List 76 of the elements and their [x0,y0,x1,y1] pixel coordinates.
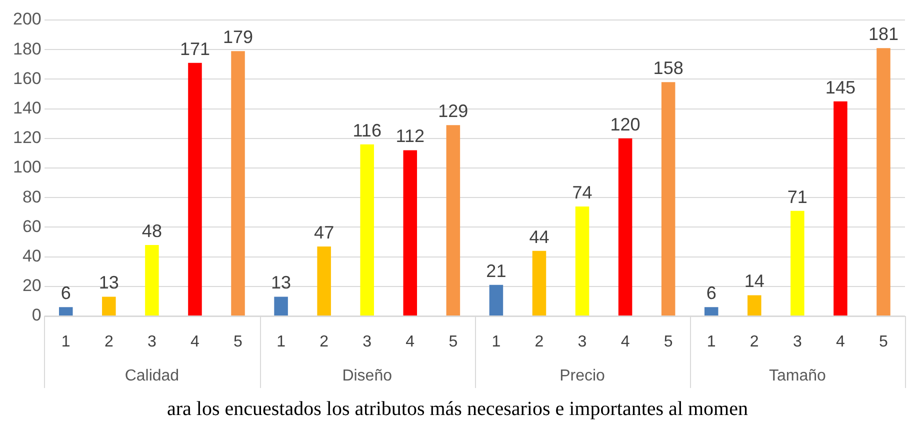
text: 5 [879,333,888,350]
y-tick-label: 20 [22,276,42,296]
text: 4 [620,333,630,350]
bar [102,296,116,316]
data-label: 48 [142,220,162,241]
text: ara los encuestados los atributos más necesarios e importantes al momen [166,398,749,421]
series-label: 4 [190,333,200,350]
text: 1 [706,333,716,350]
text: 3 [362,333,372,350]
text: 1 [492,333,501,350]
text: 2 [534,333,544,350]
bar [360,144,374,316]
y-tick-label: 100 [12,158,42,177]
bar [446,125,460,316]
data-label: 14 [744,271,764,292]
text: 3 [792,333,802,350]
y-tick-label: 120 [12,128,42,148]
bar [790,210,804,316]
data-label: 47 [314,222,334,242]
series-label: 5 [234,333,243,350]
text: 5 [664,333,673,350]
bar [58,307,73,316]
data-label: 145 [825,77,856,98]
data-label: 13 [98,272,119,293]
data-label: 6 [706,283,716,304]
bar [661,82,676,316]
bar [145,244,159,316]
data-label: 120 [610,114,640,134]
series-label: 3 [147,333,156,350]
data-label: 74 [572,182,592,202]
y-tick-label: 60 [22,216,42,236]
y-tick-label: 160 [12,68,42,88]
bar [575,206,590,316]
text: 3 [578,333,587,350]
data-label: 181 [868,24,899,44]
bar [876,48,890,316]
y-tick-label: 140 [12,98,42,118]
bar [532,250,546,316]
text: 2 [750,333,759,350]
y-tick-label: 0 [32,306,42,325]
bar [489,284,504,316]
x-tick-label: Tamaño [768,367,826,384]
x-tick-label: Precio [560,367,606,384]
data-label: 179 [222,27,254,48]
bar [748,295,762,316]
bar [188,62,202,316]
y-tick-label: 200 [12,10,42,29]
data-label: 71 [787,186,808,207]
x-tick-label: Calidad [124,367,180,384]
data-label: 158 [653,58,684,78]
text: 1 [276,333,286,350]
data-label: 21 [486,260,506,281]
text: 4 [406,333,415,350]
text: 5 [448,333,458,350]
bar [231,51,245,316]
data-label: 116 [352,120,382,140]
data-label: 112 [396,126,424,146]
data-label: 171 [180,38,210,59]
bar [317,246,331,316]
bar [834,101,848,316]
bar [403,150,418,316]
bar [704,307,718,316]
y-tick-label: 40 [22,246,42,266]
y-tick-label: 80 [22,187,42,206]
text: 2 [320,333,329,350]
bar [618,138,632,316]
data-label: 44 [529,226,550,247]
data-label: 129 [438,101,468,122]
bar [274,296,288,316]
series-label: 1 [61,333,70,350]
data-label: 13 [271,272,292,293]
x-tick-label: Diseño [342,367,392,384]
text: 4 [836,333,845,350]
data-label: 6 [60,283,71,304]
y-tick-label: 180 [12,39,42,58]
series-label: 2 [104,333,114,350]
